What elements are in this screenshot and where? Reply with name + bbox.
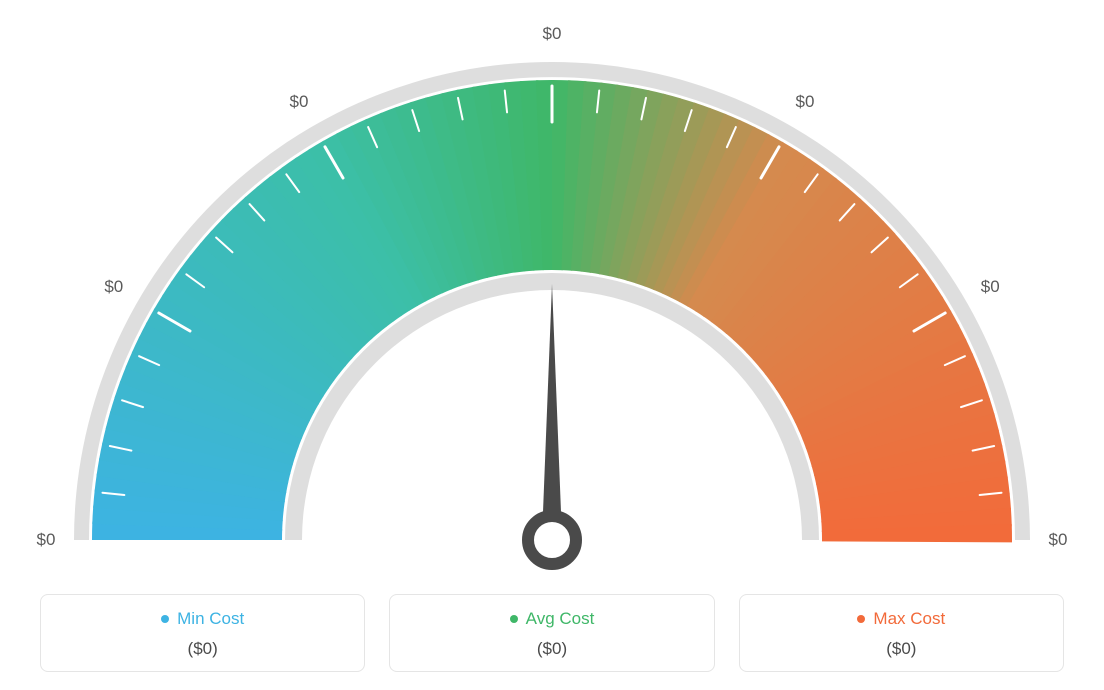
legend-value-min: ($0)	[51, 639, 354, 659]
legend-card-max: Max Cost ($0)	[739, 594, 1064, 672]
legend-value-avg: ($0)	[400, 639, 703, 659]
legend-card-min: Min Cost ($0)	[40, 594, 365, 672]
scale-label: $0	[981, 277, 1000, 297]
scale-label: $0	[37, 530, 56, 550]
scale-label: $0	[104, 277, 123, 297]
legend-dot-max	[857, 615, 865, 623]
legend-title-max: Max Cost	[857, 609, 945, 629]
legend-card-avg: Avg Cost ($0)	[389, 594, 714, 672]
scale-label: $0	[796, 92, 815, 112]
legend-value-max: ($0)	[750, 639, 1053, 659]
cost-gauge-container: $0 $0 $0 $0 $0 $0 $0 Min Cost ($0) Avg Cost ($…	[0, 0, 1104, 690]
legend-dot-avg	[510, 615, 518, 623]
scale-label: $0	[1049, 530, 1068, 550]
legend-label-max: Max Cost	[873, 609, 945, 629]
scale-label: $0	[290, 92, 309, 112]
legend-row: Min Cost ($0) Avg Cost ($0) Max Cost ($0…	[40, 594, 1064, 672]
legend-dot-min	[161, 615, 169, 623]
legend-label-min: Min Cost	[177, 609, 244, 629]
scale-label: $0	[543, 24, 562, 44]
gauge-chart: $0$0$0$0$0$0$0	[42, 10, 1062, 570]
legend-title-min: Min Cost	[161, 609, 244, 629]
legend-label-avg: Avg Cost	[526, 609, 595, 629]
legend-title-avg: Avg Cost	[510, 609, 595, 629]
